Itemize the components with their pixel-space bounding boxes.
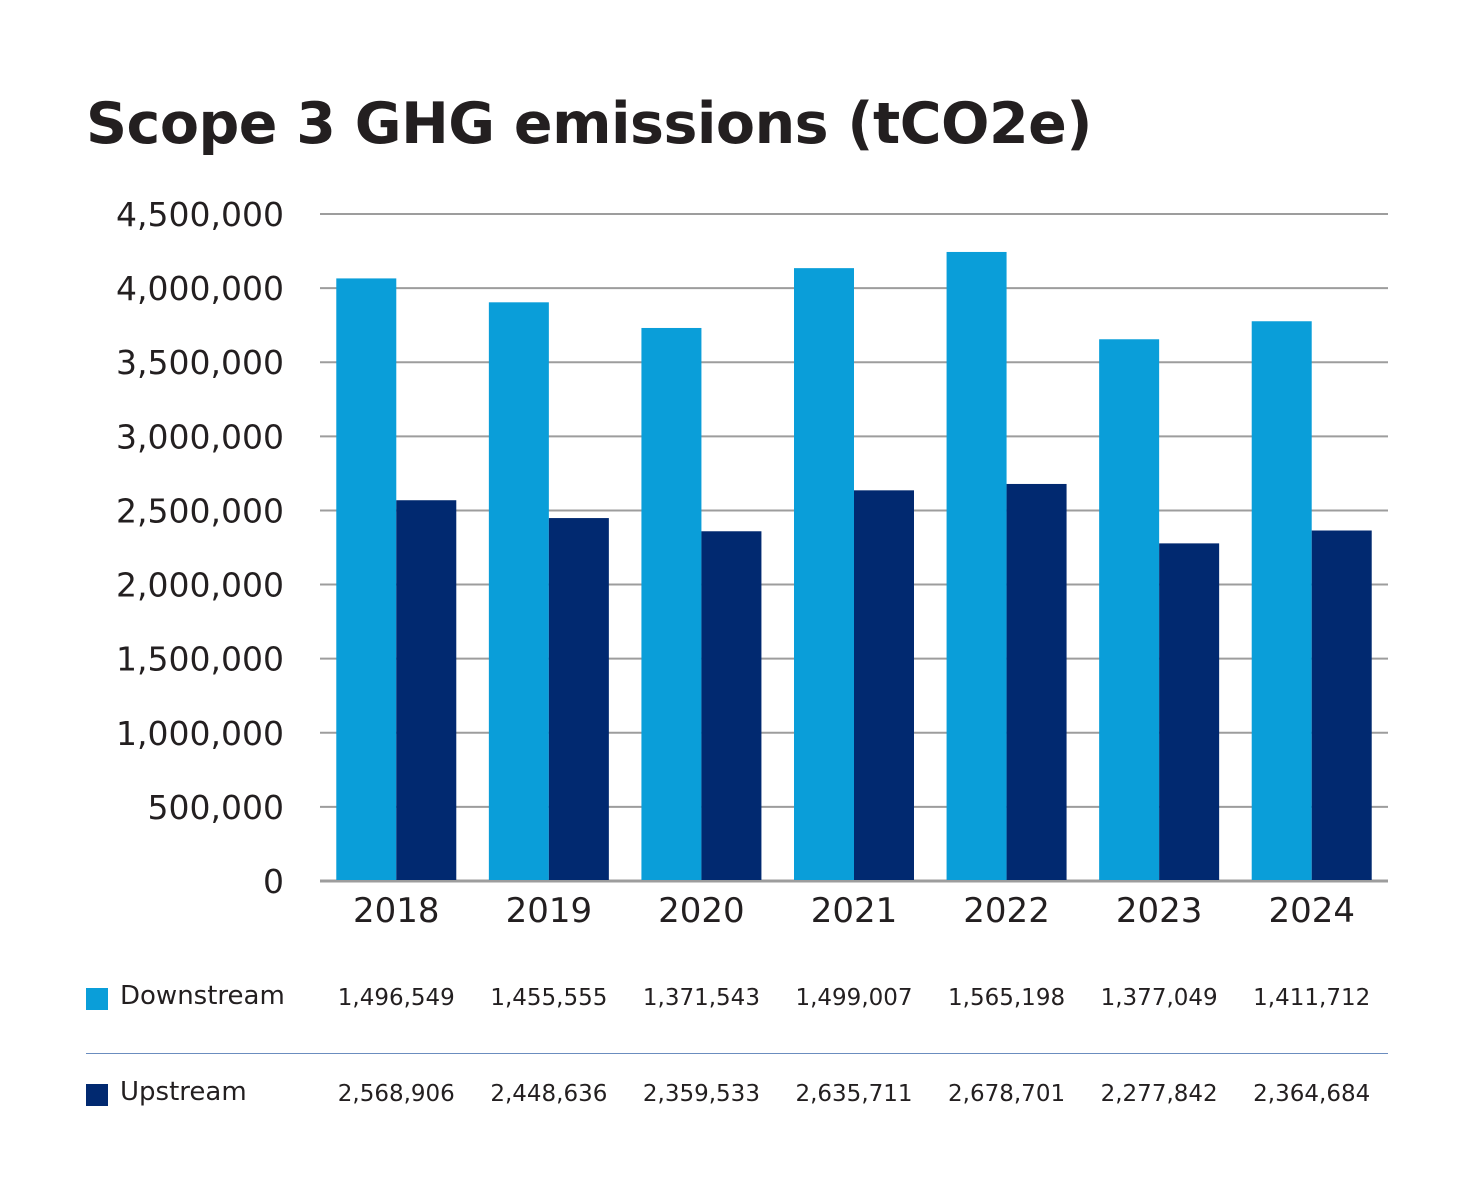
bar-downstream-2022 [946, 251, 1007, 881]
bar-upstream-2019 [548, 518, 609, 880]
y-tick-label: 2,000,000 [116, 566, 284, 605]
bar-chart: 0 500,000 1,000,000 1,500,000 2,000,000 2,500… [116, 195, 1388, 931]
bar-upstream-2023 [1159, 543, 1220, 880]
y-tick-label: 1,500,000 [116, 640, 284, 679]
table-cell-upstream-2022: 2,678,701 [948, 1081, 1066, 1107]
y-tick-label: 4,000,000 [116, 269, 284, 308]
downstream-legend-swatch [86, 988, 108, 1010]
table-cell-upstream-2018: 2,568,906 [337, 1081, 455, 1107]
table-cell-downstream-2020: 1,371,543 [642, 985, 760, 1011]
bar-downstream-2024 [1251, 321, 1312, 881]
x-tick-label: 2021 [811, 891, 898, 931]
table-cell-downstream-2022: 1,565,198 [948, 985, 1066, 1011]
bar-upstream-2022 [1006, 483, 1067, 880]
x-tick-label: 2022 [963, 891, 1050, 931]
table-cell-downstream-2018: 1,496,549 [337, 985, 455, 1011]
x-tick-label: 2018 [353, 891, 440, 931]
bar-downstream-2018 [336, 278, 397, 880]
y-tick-label: 3,500,000 [116, 343, 284, 382]
table-cell-downstream-2023: 1,377,049 [1100, 985, 1218, 1011]
x-tick-label: 2023 [1116, 891, 1203, 931]
table-divider [86, 1053, 1388, 1054]
table-cell-upstream-2020: 2,359,533 [642, 1081, 760, 1107]
y-tick-label: 500,000 [148, 788, 284, 827]
table-cell-downstream-2024: 1,411,712 [1253, 985, 1371, 1011]
upstream-legend-label: Upstream [120, 1077, 247, 1107]
table-cell-downstream-2021: 1,499,007 [795, 985, 913, 1011]
bar-upstream-2021 [854, 490, 914, 880]
y-tick-label: 1,000,000 [116, 714, 284, 753]
bar-upstream-2020 [701, 531, 762, 880]
table-cell-upstream-2019: 2,448,636 [490, 1081, 608, 1107]
y-tick-label: 2,500,000 [116, 491, 284, 530]
y-tick-label: 3,000,000 [116, 417, 284, 456]
data-table: Downstream 1,496,549 1,455,555 1,371,543 1,… [86, 965, 1388, 1131]
y-tick-label: 4,500,000 [116, 195, 284, 234]
chart-title: Scope 3 GHG emissions (tCO2e) [86, 91, 1092, 157]
bar-downstream-2020 [641, 327, 702, 880]
x-tick-label: 2020 [658, 891, 745, 931]
table-cell-upstream-2024: 2,364,684 [1253, 1081, 1371, 1107]
table-row-upstream: Upstream 2,568,906 2,448,636 2,359,533 2,63… [86, 1061, 1388, 1131]
downstream-legend-label: Downstream [120, 981, 285, 1011]
table-cell-upstream-2021: 2,635,711 [795, 1081, 913, 1107]
bar-upstream-2024 [1311, 530, 1372, 880]
x-tick-label: 2024 [1268, 891, 1355, 931]
table-cell-upstream-2023: 2,277,842 [1100, 1081, 1218, 1107]
bar-downstream-2021 [794, 268, 854, 880]
bar-upstream-2018 [396, 500, 457, 880]
x-tick-label: 2019 [506, 891, 593, 931]
y-tick-label: 0 [263, 862, 284, 901]
bar-downstream-2023 [1099, 339, 1160, 881]
upstream-legend-swatch [86, 1084, 108, 1106]
table-row-downstream: Downstream 1,496,549 1,455,555 1,371,543 1,… [86, 965, 1388, 1035]
table-cell-downstream-2019: 1,455,555 [490, 985, 608, 1011]
bar-downstream-2019 [488, 302, 549, 880]
